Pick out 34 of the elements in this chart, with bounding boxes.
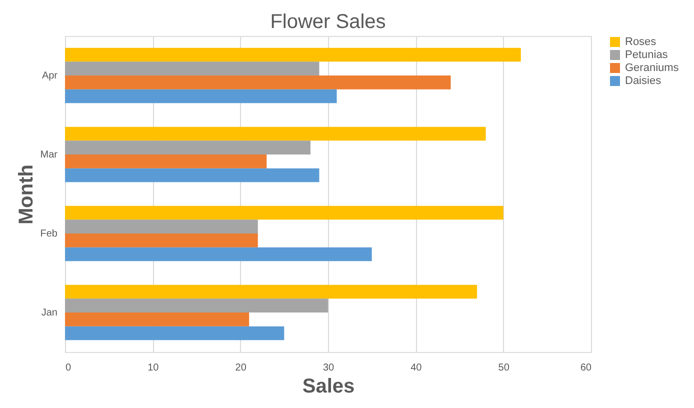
bar — [65, 126, 486, 141]
x-tick-label: 20 — [235, 362, 247, 374]
legend-label: Geraniums — [625, 62, 680, 74]
chart-title: Flower Sales — [270, 11, 386, 33]
legend-label: Roses — [625, 36, 657, 48]
bar — [65, 247, 372, 262]
bar — [65, 76, 451, 90]
bar — [65, 154, 267, 168]
bar — [65, 89, 337, 104]
bar — [65, 220, 258, 234]
bar — [65, 168, 320, 182]
bar — [65, 326, 284, 340]
y-tick-label: Apr — [42, 70, 58, 82]
bar — [65, 284, 478, 299]
y-axis-title: Month — [15, 164, 38, 224]
bar — [65, 140, 310, 154]
x-tick-label: 0 — [66, 362, 72, 374]
bar — [65, 48, 521, 62]
legend-label: Petunias — [625, 49, 668, 61]
y-tick-label: Feb — [40, 228, 58, 240]
x-axis-title: Sales — [302, 376, 355, 398]
bar — [65, 62, 320, 76]
y-tick-label: Jan — [41, 308, 58, 318]
x-tick-label: 30 — [322, 362, 334, 374]
x-tick-label: 60 — [580, 362, 592, 374]
bar — [65, 312, 250, 326]
x-tick-label: 50 — [498, 362, 510, 374]
x-tick-label: 10 — [148, 362, 160, 374]
bar — [65, 234, 258, 248]
y-tick-label: Mar — [40, 150, 58, 160]
x-tick-label: 40 — [410, 362, 422, 374]
bar — [65, 298, 328, 312]
bar — [65, 206, 504, 220]
legend-label: Daisies — [625, 75, 662, 87]
